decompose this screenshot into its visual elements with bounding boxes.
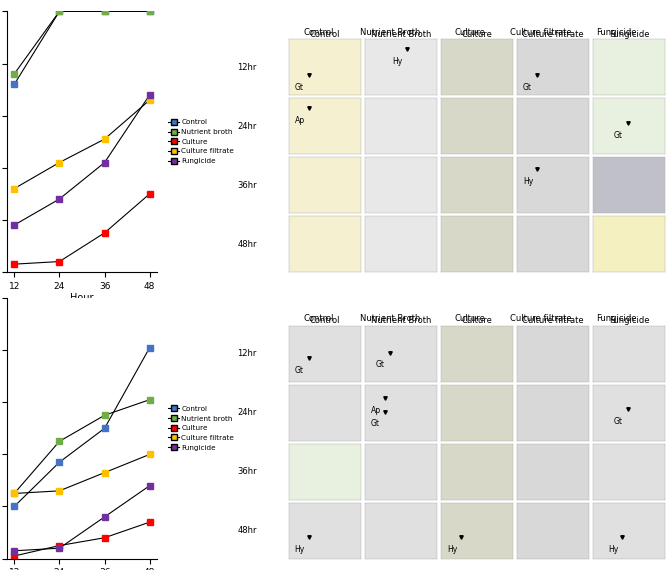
Text: 48hr: 48hr [237,526,257,535]
Title: Culture filtrate: Culture filtrate [522,30,584,39]
Text: Culture: Culture [454,314,485,323]
Title: Nutrient Broth: Nutrient Broth [371,316,431,325]
Text: Fungicide: Fungicide [596,314,636,323]
Title: Control: Control [310,316,340,325]
Text: Nutrient Broth: Nutrient Broth [360,314,421,323]
Text: 48hr: 48hr [237,239,257,249]
Title: Nutrient Broth: Nutrient Broth [371,30,431,39]
Text: Culture filtrate: Culture filtrate [510,314,572,323]
Text: Hy: Hy [608,545,618,553]
Text: Gt: Gt [376,360,385,369]
Text: Ap: Ap [371,406,381,415]
Text: 24hr: 24hr [237,408,257,417]
Text: 12hr: 12hr [237,349,257,359]
Text: Gt: Gt [614,131,622,140]
Title: Fungicide: Fungicide [609,316,650,325]
Title: Fungicide: Fungicide [609,30,650,39]
Text: Culture: Culture [454,27,485,36]
Text: Hy: Hy [447,545,457,553]
Text: Hy: Hy [295,545,305,553]
Text: Gt: Gt [523,83,532,92]
Text: Gt: Gt [295,366,304,375]
Text: Hy: Hy [523,177,534,186]
Text: Nutrient Broth: Nutrient Broth [360,27,421,36]
Title: Control: Control [310,30,340,39]
Text: Ap: Ap [295,116,305,125]
Text: Control: Control [304,27,334,36]
Text: 36hr: 36hr [237,467,257,477]
Text: Gt: Gt [614,417,622,426]
Text: Gt: Gt [371,420,380,429]
Text: 24hr: 24hr [237,121,257,131]
Title: Culture: Culture [462,316,493,325]
Text: Control: Control [304,314,334,323]
Text: 12hr: 12hr [237,63,257,72]
Text: Fungicide: Fungicide [596,27,636,36]
Title: Culture: Culture [462,30,493,39]
Text: Hy: Hy [392,57,403,66]
X-axis label: Hour: Hour [71,294,93,303]
Text: Gt: Gt [295,83,304,92]
Title: Culture filtrate: Culture filtrate [522,316,584,325]
Legend: Control, Nutrient broth, Culture, Culture filtrate, Fungicide: Control, Nutrient broth, Culture, Cultur… [167,405,236,452]
Text: Culture filtrate: Culture filtrate [510,27,572,36]
Text: 36hr: 36hr [237,181,257,190]
Legend: Control, Nutrient broth, Culture, Culture filtrate, Fungicide: Control, Nutrient broth, Culture, Cultur… [167,118,236,165]
